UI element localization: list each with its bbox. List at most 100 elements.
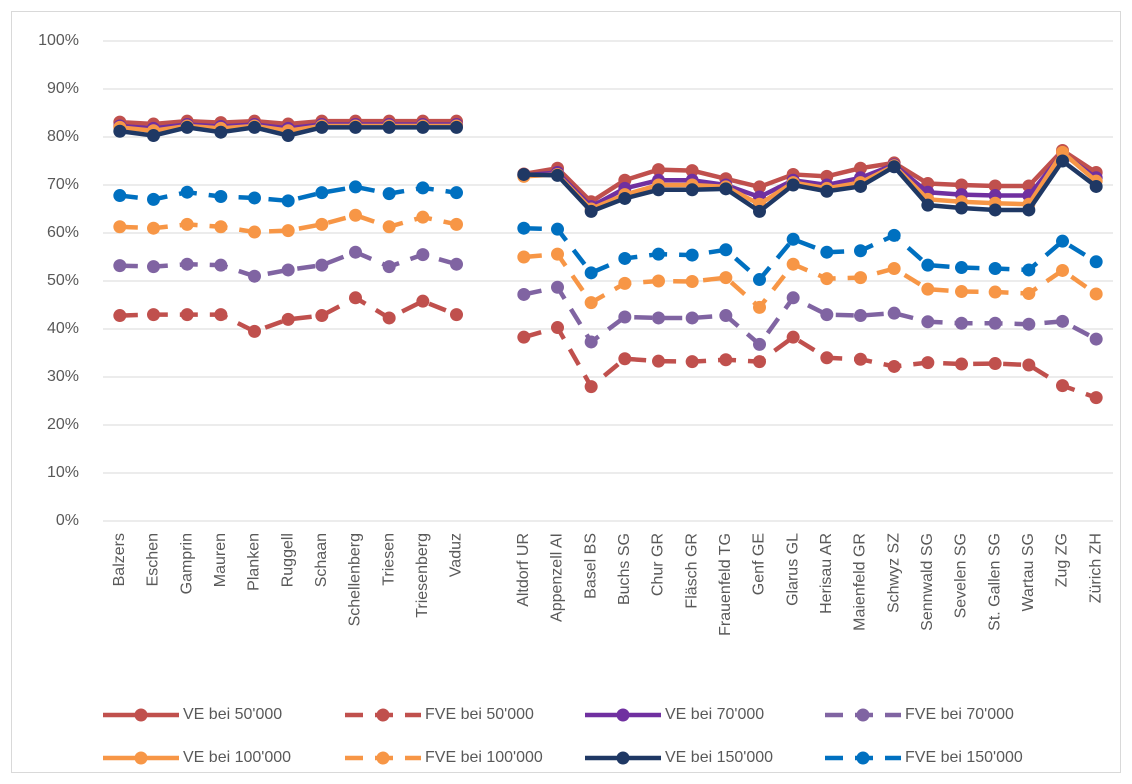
series-marker (988, 285, 1002, 299)
series-marker (281, 263, 295, 277)
y-tick-label: 60% (47, 224, 79, 241)
series-marker (214, 125, 228, 139)
series-marker (921, 356, 935, 370)
y-tick-label: 0% (56, 512, 79, 529)
y-tick-label: 40% (47, 320, 79, 337)
x-tick-label: Sennwald SG (919, 533, 936, 631)
legend-marker (616, 708, 630, 722)
series-marker (685, 311, 699, 325)
x-tick-label: Schaan (313, 533, 330, 587)
series-marker (416, 294, 430, 308)
series-marker (753, 180, 766, 194)
series-marker (854, 271, 867, 285)
series-marker (652, 183, 665, 197)
series-marker (382, 311, 396, 325)
series-marker (887, 160, 901, 174)
series-marker (113, 259, 127, 273)
series-marker (349, 180, 362, 194)
series-marker (887, 359, 901, 373)
series-marker (955, 178, 968, 192)
y-tick-label: 70% (47, 176, 79, 193)
x-tick-label: Chur GR (650, 533, 667, 596)
series-marker (955, 357, 968, 371)
series-marker (584, 296, 598, 310)
series-marker (786, 257, 800, 271)
series-marker (753, 204, 766, 218)
x-tick-label: Wartau SG (1020, 533, 1037, 612)
series-marker (214, 220, 228, 234)
series-marker (1022, 358, 1036, 372)
series-marker (147, 192, 160, 206)
chart-border (11, 11, 1121, 773)
series-marker (180, 308, 194, 322)
series-marker (382, 120, 396, 134)
series-marker (1089, 179, 1103, 193)
x-tick-label: Buchs SG (616, 533, 633, 605)
legend-label: FVE bei 100'000 (425, 749, 543, 766)
legend-label: FVE bei 50'000 (425, 706, 534, 723)
series-marker (281, 129, 295, 143)
series-marker (988, 357, 1002, 371)
series-marker (652, 354, 665, 368)
series-marker (382, 260, 396, 274)
series-marker (820, 308, 834, 322)
legend-marker (616, 751, 630, 765)
series-marker (248, 120, 261, 134)
series-marker (450, 257, 463, 271)
y-tick-label: 80% (47, 128, 79, 145)
series-marker (854, 309, 867, 323)
series-marker (1056, 379, 1069, 393)
series-marker (382, 220, 396, 234)
series-marker (315, 120, 329, 134)
series-marker (551, 280, 564, 294)
series-marker (315, 309, 329, 323)
x-tick-label: Zürich ZH (1087, 533, 1104, 603)
legend-marker (856, 708, 870, 722)
x-tick-label: Eschen (145, 533, 162, 586)
series-marker (1056, 314, 1069, 328)
series-marker (921, 258, 935, 272)
series-line (523, 325, 1097, 400)
series-marker (921, 315, 935, 329)
series-marker (1022, 317, 1036, 331)
series-marker (1089, 255, 1103, 269)
legend-label: FVE bei 70'000 (905, 706, 1014, 723)
x-tick-label: Genf GE (751, 533, 768, 595)
series-marker (955, 261, 968, 275)
series-marker (147, 260, 160, 274)
series-marker (584, 335, 598, 349)
series-marker (517, 287, 531, 301)
series-marker (113, 220, 127, 234)
series-marker (551, 321, 564, 335)
series-marker (753, 337, 766, 351)
series-marker (786, 330, 800, 344)
series-marker (652, 247, 665, 261)
series-marker (180, 120, 194, 134)
series-marker (1089, 287, 1103, 301)
y-tick-label: 30% (47, 368, 79, 385)
series-marker (753, 355, 766, 369)
series-marker (854, 161, 867, 175)
series-marker (618, 310, 632, 324)
x-tick-label: Gamprin (178, 533, 195, 594)
series-marker (618, 352, 632, 366)
series-marker (517, 330, 531, 344)
series-marker (180, 257, 194, 271)
series-marker (416, 210, 430, 224)
series-marker (416, 248, 430, 262)
series-marker (719, 353, 733, 367)
series-marker (180, 217, 194, 231)
series-marker (1056, 263, 1069, 277)
series-marker (214, 308, 228, 322)
series-marker (1022, 263, 1036, 277)
x-tick-label: Appenzell AI (549, 533, 566, 622)
series-marker (887, 306, 901, 320)
series-marker (248, 225, 261, 239)
series-marker (1022, 203, 1036, 217)
series-marker (248, 269, 261, 283)
series-marker (450, 308, 463, 322)
x-tick-label: Triesen (380, 533, 397, 586)
series-marker (450, 217, 463, 231)
series-marker (349, 208, 362, 222)
series-marker (349, 245, 362, 259)
